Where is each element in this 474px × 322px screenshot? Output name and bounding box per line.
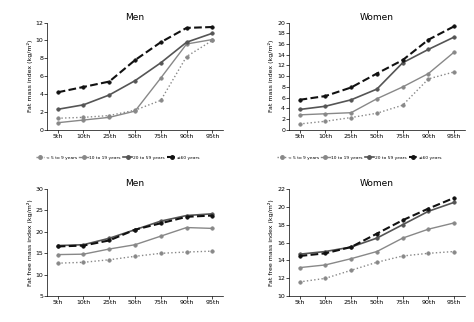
Legend: < 5 to 9 years, 10 to 19 years, 20 to 59 years, ≠60 years: < 5 to 9 years, 10 to 19 years, 20 to 59… [36, 156, 200, 160]
Title: Men: Men [126, 179, 145, 188]
Title: Women: Women [360, 179, 394, 188]
Title: Men: Men [126, 13, 145, 22]
Y-axis label: Fat mass index (kg/m²): Fat mass index (kg/m²) [27, 40, 33, 112]
Legend: < 5 to 9 years, 10 to 19 years, 20 to 59 years, ≠60 years: < 5 to 9 years, 10 to 19 years, 20 to 59… [277, 156, 442, 160]
Y-axis label: Fat mass index (kg/m²): Fat mass index (kg/m²) [268, 40, 274, 112]
Y-axis label: Fat free mass index (kg/m²): Fat free mass index (kg/m²) [268, 199, 274, 286]
Title: Women: Women [360, 13, 394, 22]
Y-axis label: Fat free mass index (kg/m²): Fat free mass index (kg/m²) [27, 199, 33, 286]
